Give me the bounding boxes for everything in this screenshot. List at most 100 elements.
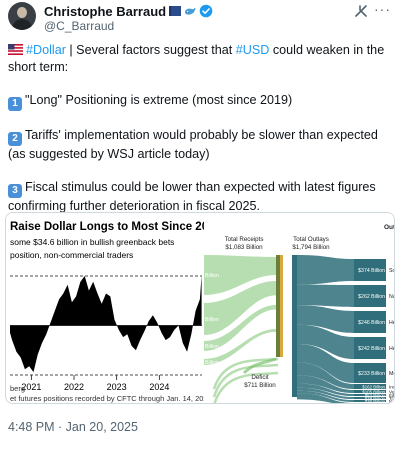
- outlay-value-label: $52 Billion: [365, 393, 386, 398]
- dollar-longs-chart: Raise Dollar Longs to Most Since 201 som…: [10, 221, 204, 403]
- total-outlays-bar: [292, 255, 297, 397]
- minor-inflow-line: [213, 371, 279, 403]
- outlays-sankey: Total Receipts$1,083 Billion Total Outlay…: [204, 224, 395, 404]
- outlay-category-label: Na: [389, 294, 395, 300]
- outlay-category-bar: [354, 394, 386, 396]
- outlay-value-label: $79 Billion: [365, 402, 386, 404]
- deficit-value: $711 Billion: [244, 382, 276, 389]
- outlay-category-bar: [354, 403, 386, 404]
- outlay-value-label: $246 Billion: [358, 320, 385, 326]
- intro-text-end: could weaken in the short term:: [8, 43, 385, 74]
- outlay-flow-band: [297, 305, 354, 333]
- receipts-inflow-band: [204, 255, 276, 295]
- outlay-category-label: He: [389, 320, 395, 326]
- outlay-flow-band: [297, 383, 354, 396]
- receipts-bar: [276, 255, 280, 357]
- avatar[interactable]: [8, 2, 36, 30]
- total-receipts-label: Total Receipts: [225, 236, 264, 243]
- outlay-category-bar: [354, 390, 386, 393]
- x-tick-label: 2023: [107, 382, 127, 392]
- display-name[interactable]: Christophe Barraud: [44, 3, 167, 19]
- us-flag-icon: [8, 44, 23, 55]
- outlay-flow-band: [297, 362, 354, 389]
- keycap-3-icon: 3: [8, 184, 22, 198]
- outlay-category-label: Ed: [389, 393, 395, 398]
- inflow-band-label: Billion: [205, 344, 219, 350]
- total-receipts-value: $1,083 Billion: [225, 244, 263, 251]
- verified-icon: [199, 4, 213, 18]
- outlay-flow-band: [297, 284, 354, 307]
- inflow-band-label: Billion: [205, 273, 219, 279]
- outlay-value-label: $39 Billion: [365, 396, 386, 401]
- outlay-category-bar: [354, 384, 386, 389]
- inflow-band-label: Billion: [205, 360, 219, 366]
- dollar-longs-chart-panel[interactable]: Raise Dollar Longs to Most Since 201 som…: [6, 213, 204, 403]
- outlay-flow-band: [297, 324, 354, 359]
- outlays-sankey-panel[interactable]: Total Receipts $1,083 Billion Total Outlay…: [204, 213, 395, 404]
- outlay-category-label: Oth: [389, 402, 395, 404]
- outlay-category-bar: [354, 337, 386, 359]
- outlay-value-label: $105 Billion: [362, 389, 385, 394]
- outlay-flow-band: [297, 387, 354, 399]
- outlay-value-label: $242 Billion: [358, 346, 385, 352]
- outlay-flow-band: [297, 344, 354, 383]
- outlay-value-label: $233 Billion: [358, 371, 385, 377]
- point-3-text: Fiscal stimulus could be lower than expe…: [8, 180, 376, 213]
- minor-inflow-line: [212, 363, 279, 398]
- keycap-2-icon: 2: [8, 132, 22, 146]
- tweet-header: Christophe Barraud @C_Barraud ···: [8, 1, 392, 33]
- outlay-value-label: $262 Billion: [358, 294, 385, 300]
- outlay-category-label: Na: [389, 399, 395, 404]
- author-handle[interactable]: @C_Barraud: [44, 19, 115, 33]
- chart-source-1: berg: [10, 384, 25, 393]
- x-tick-label: 2024: [149, 382, 169, 392]
- point-1-text: "Long" Positioning is extreme (most sinc…: [25, 93, 293, 107]
- total-outlays-label: Total Outlays: [293, 236, 329, 243]
- outlay-category-label: Soc: [389, 268, 395, 274]
- chart-x-axis: 2021 2022 2023 2024: [21, 375, 169, 392]
- outlay-category-bar: [354, 397, 386, 399]
- chart-subtitle-1: some $34.6 billion in bullish greenback …: [10, 237, 174, 247]
- outlay-value-label: $162 Billion: [362, 384, 385, 389]
- outlay-value-label: $30 Billion: [365, 399, 386, 404]
- hashtag-dollar[interactable]: #Dollar: [26, 43, 66, 57]
- outlay-category-bar: [354, 311, 386, 333]
- more-icon[interactable]: ···: [374, 1, 391, 17]
- author-name-line: Christophe Barraud: [44, 3, 213, 19]
- keycap-1-icon: 1: [8, 97, 22, 111]
- outlay-flow-band: [297, 390, 354, 402]
- outlays-header: Outl: [384, 224, 395, 231]
- hashtag-usd[interactable]: #USD: [235, 43, 270, 57]
- tweet-point-2: 2 Tariffs' implementation would probably …: [8, 127, 392, 163]
- tweet-timestamp[interactable]: 4:48 PM · Jan 20, 2025: [8, 420, 138, 434]
- tweet-point-3: 3 Fiscal stimulus could be lower than exp…: [8, 179, 392, 215]
- x-tick-label: 2021: [21, 382, 41, 392]
- tweet-point-1: 1 "Long" Positioning is extreme (most sin…: [8, 92, 392, 111]
- receipts-inflow-band: [204, 281, 276, 335]
- receipts-inflow-band: [204, 305, 276, 351]
- flag-icon: [169, 6, 182, 16]
- whale-icon: [185, 7, 196, 15]
- deficit-label: Deficit: [251, 374, 268, 381]
- outlay-flow-band: [297, 375, 354, 393]
- outlay-category-bar: [354, 363, 386, 383]
- outlay-category-label: Tra: [389, 396, 395, 401]
- outlay-category-bar: [354, 285, 386, 307]
- outlay-flow-band: [297, 393, 354, 403]
- intro-text-mid: | Several factors suggest that: [65, 43, 236, 57]
- grok-icon[interactable]: [354, 4, 368, 18]
- chart-title: Raise Dollar Longs to Most Since 201: [10, 221, 204, 233]
- outlay-category-bar: [354, 400, 386, 402]
- chart-subtitle-2: position, non-commercial traders: [10, 250, 133, 260]
- outlay-category-bar: [354, 259, 386, 281]
- outlay-value-label: $374 Billion: [358, 268, 385, 274]
- tweet-paragraph-intro: #Dollar | Several factors suggest that #…: [8, 42, 392, 76]
- deficit-bar: [280, 255, 283, 357]
- outlay-category-label: He: [389, 346, 395, 352]
- outlay-category-label: Me: [389, 371, 395, 377]
- outlay-flow-band: [297, 255, 354, 285]
- inflow-band-label: Billion: [205, 317, 219, 323]
- tweet-media[interactable]: Raise Dollar Longs to Most Since 201 som…: [5, 212, 395, 404]
- net-position-area: [10, 275, 202, 373]
- deficit-link: [242, 357, 277, 375]
